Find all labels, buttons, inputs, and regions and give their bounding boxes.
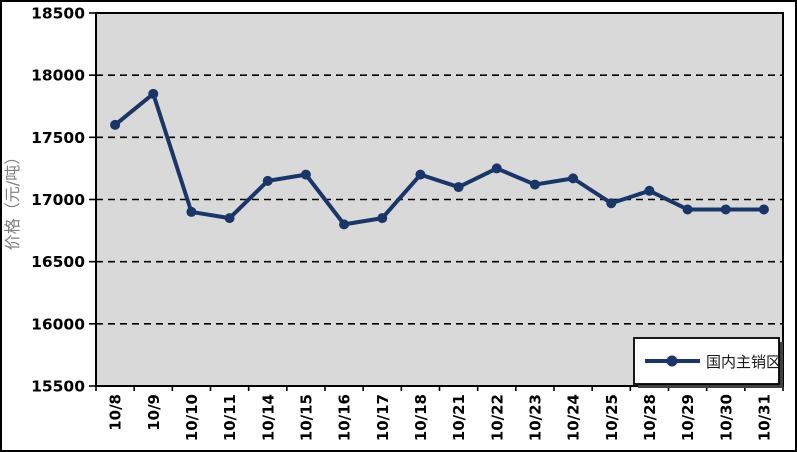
x-tick-label: 10/17	[374, 394, 392, 441]
data-point	[224, 213, 235, 224]
data-point	[110, 119, 121, 130]
data-point	[262, 175, 273, 186]
x-tick-label: 10/25	[603, 394, 621, 441]
y-tick-label: 18500	[31, 5, 85, 23]
data-point	[339, 219, 350, 230]
y-tick-label: 16500	[31, 253, 85, 271]
x-tick-label: 10/30	[717, 394, 735, 441]
x-tick-label: 10/29	[679, 394, 697, 441]
x-tick-label: 10/8	[107, 394, 125, 431]
data-point	[606, 198, 617, 209]
data-point	[377, 213, 388, 224]
data-point	[644, 185, 655, 196]
y-tick-label: 15500	[31, 378, 85, 396]
legend-marker	[666, 355, 678, 367]
x-tick-label: 10/22	[488, 394, 506, 441]
series-line	[113, 91, 766, 227]
x-tick-label: 10/11	[221, 394, 239, 441]
y-axis-title: 价格（元/吨）	[3, 149, 22, 250]
x-tick-label: 10/10	[183, 394, 201, 441]
data-point	[491, 163, 502, 174]
data-point	[720, 204, 731, 215]
legend-label: 国内主销区	[706, 353, 781, 371]
plot-border	[95, 12, 784, 387]
data-point	[186, 206, 197, 217]
data-point	[529, 179, 540, 190]
x-tick-label: 10/14	[259, 394, 277, 441]
data-point	[300, 169, 311, 180]
x-tick-label: 10/15	[297, 394, 315, 441]
data-point	[415, 169, 426, 180]
data-point	[453, 182, 464, 193]
x-tick-label: 10/9	[145, 394, 163, 431]
x-tick-label: 10/23	[526, 394, 544, 441]
x-tick-label: 10/24	[565, 394, 583, 441]
x-tick-label: 10/28	[641, 394, 659, 441]
data-point	[148, 88, 159, 99]
data-point	[758, 204, 769, 215]
x-tick-label: 10/21	[450, 394, 468, 441]
y-tick-label: 17500	[31, 129, 85, 147]
y-tick-label: 18000	[31, 67, 85, 85]
y-tick-label: 16000	[31, 315, 85, 333]
data-point	[682, 204, 693, 215]
x-tick-label: 10/18	[412, 394, 430, 441]
x-tick-label: 10/16	[336, 394, 354, 441]
y-tick-label: 17000	[31, 191, 85, 209]
x-tick-label: 10/31	[755, 394, 773, 441]
data-point	[568, 173, 579, 184]
plot-area	[96, 13, 783, 386]
